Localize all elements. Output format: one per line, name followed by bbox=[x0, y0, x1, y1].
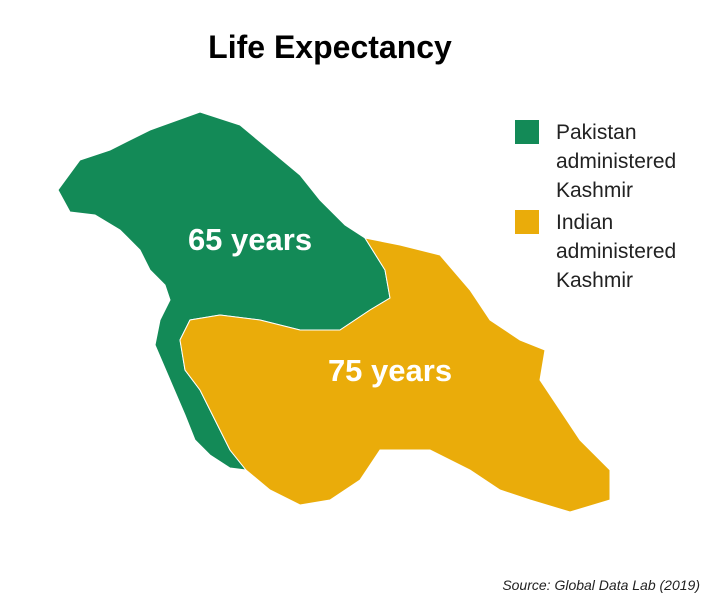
title: Life Expectancy bbox=[208, 29, 452, 65]
region-label: 65 years bbox=[188, 222, 312, 257]
region-label: 75 years bbox=[328, 353, 452, 388]
legend-label: Pakistan administered Kashmir bbox=[556, 121, 682, 202]
legend-swatch bbox=[515, 210, 539, 234]
legend-label: Indian administered Kashmir bbox=[556, 211, 682, 292]
region-shape bbox=[179, 237, 611, 513]
source: Source: Global Data Lab (2019) bbox=[502, 577, 700, 593]
legend: Pakistan administered Kashmir Indian admi… bbox=[515, 120, 682, 292]
legend-swatch bbox=[515, 120, 539, 144]
